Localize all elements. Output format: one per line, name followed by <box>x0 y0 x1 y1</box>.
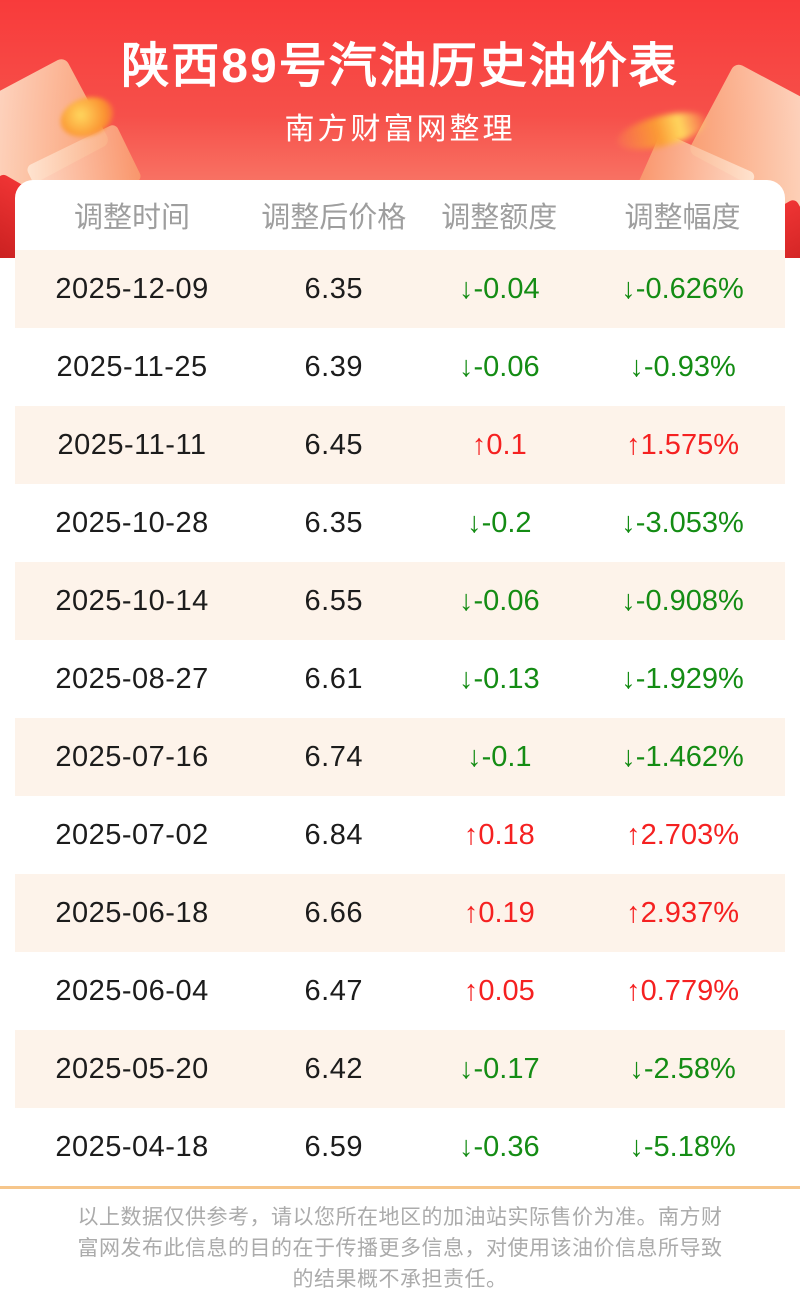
row-price: 6.39 <box>304 350 363 383</box>
row-change: ↓-0.1 <box>467 740 532 773</box>
row-pct: ↓-0.93% <box>629 350 736 383</box>
disclaimer-text: 以上数据仅供参考，请以您所在地区的加油站实际售价为准。南方财富网发布此信息的目的… <box>77 1206 723 1291</box>
page-subtitle: 南方财富网整理 <box>284 113 516 146</box>
table-row: 2025-04-18 6.59 ↓-0.36 ↓-5.18% <box>15 1108 785 1186</box>
row-price: 6.35 <box>304 272 363 305</box>
row-date: 2025-06-04 <box>55 974 209 1007</box>
row-price: 6.35 <box>304 506 363 539</box>
row-date: 2025-05-20 <box>55 1052 209 1085</box>
price-table-card: 调整时间 调整后价格 调整额度 调整幅度 2025-12-09 6.35 ↓-0… <box>15 180 785 1190</box>
row-change: ↓-0.13 <box>459 662 540 695</box>
row-date: 2025-11-25 <box>56 350 208 383</box>
column-header-adjust-time: 调整时间 <box>74 202 191 234</box>
column-header-adjusted-price: 调整后价格 <box>261 202 407 234</box>
table-row: 2025-06-18 6.66 ↑0.19 ↑2.937% <box>15 874 785 952</box>
page-title: 陕西89号汽油历史油价表 <box>121 40 679 93</box>
row-price: 6.55 <box>304 584 363 617</box>
row-pct: ↓-3.053% <box>621 506 744 539</box>
row-date: 2025-06-18 <box>55 896 209 929</box>
row-pct: ↑1.575% <box>626 428 739 461</box>
column-header-adjust-rate: 调整幅度 <box>624 202 741 234</box>
row-date: 2025-11-11 <box>57 428 207 461</box>
table-row: 2025-12-09 6.35 ↓-0.04 ↓-0.626% <box>15 250 785 328</box>
row-pct: ↓-2.58% <box>629 1052 736 1085</box>
column-header-adjust-amount: 调整额度 <box>441 202 558 234</box>
table-header-row: 调整时间 调整后价格 调整额度 调整幅度 <box>15 180 785 250</box>
row-change: ↑0.1 <box>471 428 527 461</box>
row-date: 2025-10-28 <box>55 506 209 539</box>
table-row: 2025-07-16 6.74 ↓-0.1 ↓-1.462% <box>15 718 785 796</box>
row-pct: ↓-1.929% <box>621 662 744 695</box>
row-change: ↓-0.04 <box>459 272 540 305</box>
row-date: 2025-07-16 <box>55 740 209 773</box>
row-price: 6.47 <box>304 974 363 1007</box>
row-pct: ↓-0.626% <box>621 272 744 305</box>
row-change: ↑0.19 <box>463 896 535 929</box>
row-date: 2025-08-27 <box>55 662 209 695</box>
row-price: 6.66 <box>304 896 363 929</box>
row-pct: ↑2.937% <box>626 896 739 929</box>
table-row: 2025-10-14 6.55 ↓-0.06 ↓-0.908% <box>15 562 785 640</box>
disclaimer-footer: 以上数据仅供参考，请以您所在地区的加油站实际售价为准。南方财富网发布此信息的目的… <box>0 1186 800 1291</box>
row-date: 2025-10-14 <box>55 584 209 617</box>
row-change: ↓-0.06 <box>459 350 540 383</box>
row-price: 6.59 <box>304 1130 363 1163</box>
row-price: 6.42 <box>304 1052 363 1085</box>
row-pct: ↑2.703% <box>626 818 739 851</box>
row-date: 2025-04-18 <box>55 1130 209 1163</box>
row-change: ↑0.05 <box>463 974 535 1007</box>
row-change: ↓-0.06 <box>459 584 540 617</box>
table-row: 2025-05-20 6.42 ↓-0.17 ↓-2.58% <box>15 1030 785 1108</box>
table-body: 2025-12-09 6.35 ↓-0.04 ↓-0.626% 2025-11-… <box>15 250 785 1186</box>
row-change: ↓-0.2 <box>467 506 532 539</box>
row-pct: ↓-0.908% <box>621 584 744 617</box>
row-price: 6.45 <box>304 428 363 461</box>
row-change: ↓-0.36 <box>459 1130 540 1163</box>
row-change: ↓-0.17 <box>459 1052 540 1085</box>
row-price: 6.74 <box>304 740 363 773</box>
row-pct: ↓-1.462% <box>621 740 744 773</box>
row-date: 2025-07-02 <box>55 818 209 851</box>
row-price: 6.84 <box>304 818 363 851</box>
row-pct: ↓-5.18% <box>629 1130 736 1163</box>
table-row: 2025-10-28 6.35 ↓-0.2 ↓-3.053% <box>15 484 785 562</box>
table-row: 2025-11-11 6.45 ↑0.1 ↑1.575% <box>15 406 785 484</box>
table-row: 2025-11-25 6.39 ↓-0.06 ↓-0.93% <box>15 328 785 406</box>
row-pct: ↑0.779% <box>626 974 739 1007</box>
table-row: 2025-07-02 6.84 ↑0.18 ↑2.703% <box>15 796 785 874</box>
row-price: 6.61 <box>304 662 363 695</box>
row-date: 2025-12-09 <box>55 272 209 305</box>
table-row: 2025-08-27 6.61 ↓-0.13 ↓-1.929% <box>15 640 785 718</box>
table-row: 2025-06-04 6.47 ↑0.05 ↑0.779% <box>15 952 785 1030</box>
row-change: ↑0.18 <box>463 818 535 851</box>
